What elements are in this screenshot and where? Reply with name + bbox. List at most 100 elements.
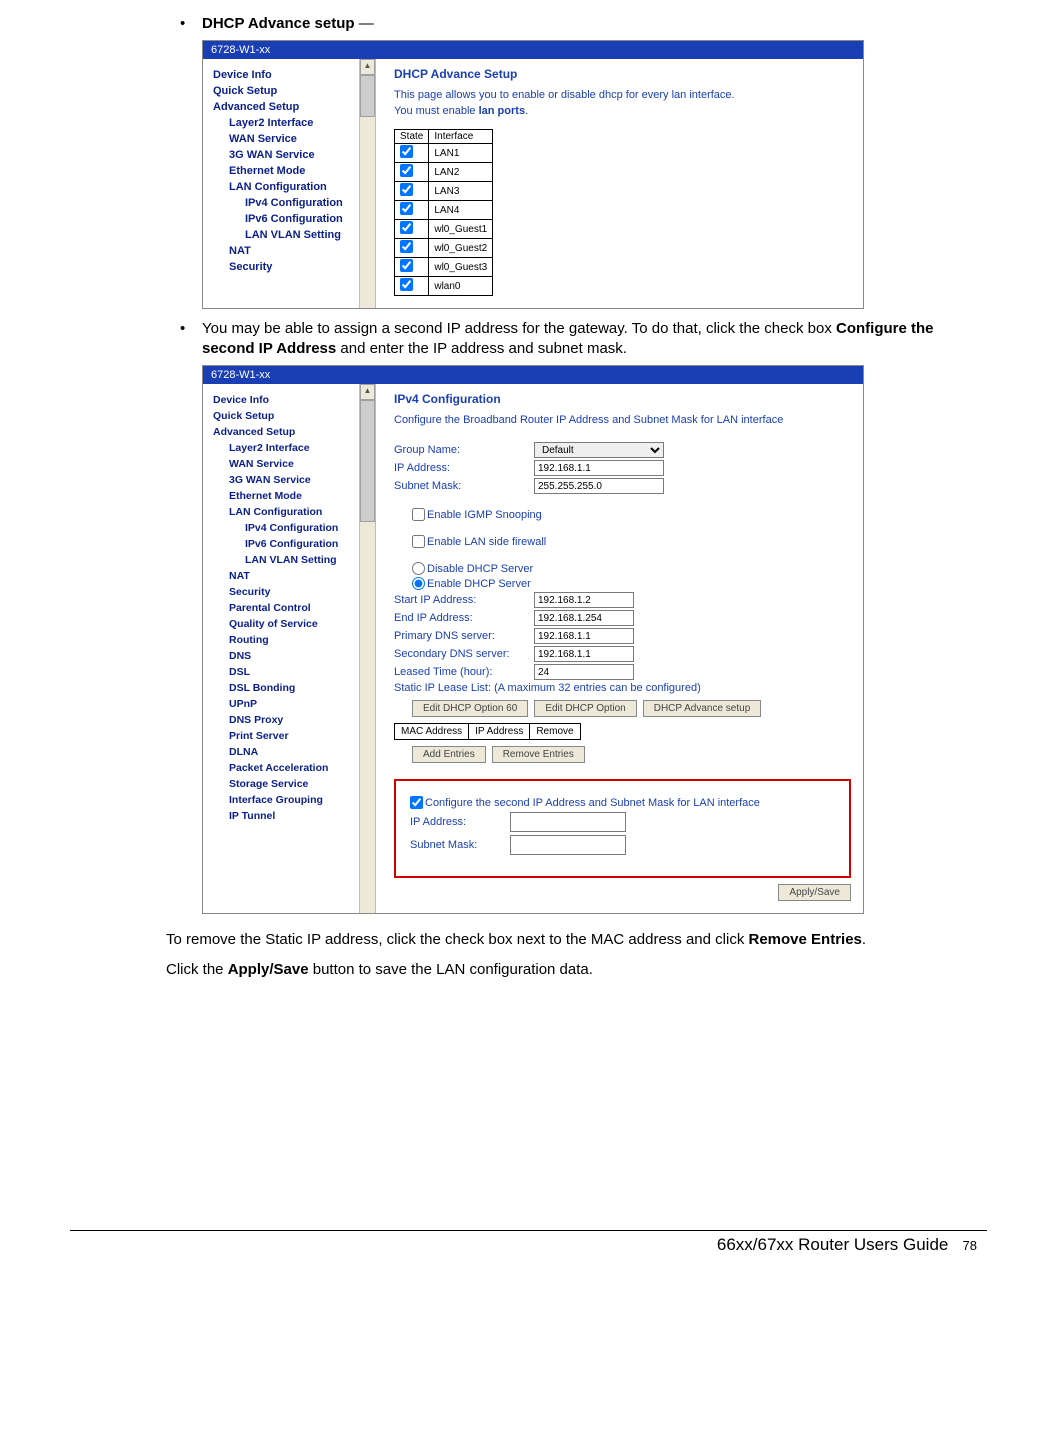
nav-item[interactable]: Layer2 Interface (207, 440, 375, 456)
sdns-input[interactable] (534, 646, 634, 662)
nav-item[interactable]: Quick Setup (207, 83, 375, 99)
mask2-input[interactable] (510, 835, 626, 855)
iface-name: wlan0 (429, 277, 493, 296)
nav-item[interactable]: LAN Configuration (207, 179, 375, 195)
group-name-select[interactable]: Default (534, 442, 664, 458)
nav-item[interactable]: IP Tunnel (207, 808, 375, 824)
scrollbar[interactable]: ▲ (359, 384, 375, 913)
add-entries-button[interactable]: Add Entries (412, 746, 486, 763)
nav-item[interactable]: IPv6 Configuration (207, 536, 375, 552)
apply-save-button[interactable]: Apply/Save (778, 884, 851, 901)
nav-item[interactable]: NAT (207, 243, 375, 259)
nav-item[interactable]: Security (207, 259, 375, 275)
nav-item[interactable]: IPv4 Configuration (207, 195, 375, 211)
nav-item[interactable]: Quick Setup (207, 408, 375, 424)
dhcp-enable-label: Enable DHCP Server (427, 578, 531, 590)
nav-item[interactable]: Storage Service (207, 776, 375, 792)
nav-item[interactable]: Device Info (207, 392, 375, 408)
iface-name: wl0_Guest1 (429, 220, 493, 239)
nav-item[interactable]: NAT (207, 568, 375, 584)
nav-item[interactable]: Layer2 Interface (207, 115, 375, 131)
end-ip-input[interactable] (534, 610, 634, 626)
nav-item[interactable]: Device Info (207, 67, 375, 83)
nav-item[interactable]: Ethernet Mode (207, 163, 375, 179)
lanfw-checkbox[interactable] (412, 535, 425, 548)
table-row: LAN2 (395, 163, 493, 182)
nav-item[interactable]: LAN VLAN Setting (207, 552, 375, 568)
iface-checkbox[interactable] (400, 221, 413, 234)
nav-item[interactable]: DLNA (207, 744, 375, 760)
table-row: LAN3 (395, 182, 493, 201)
dhcp-disable-radio[interactable] (412, 562, 425, 575)
nav-sidebar: Device InfoQuick SetupAdvanced SetupLaye… (203, 59, 376, 308)
nav-item[interactable]: DSL (207, 664, 375, 680)
remove-entries-button[interactable]: Remove Entries (492, 746, 585, 763)
iface-checkbox[interactable] (400, 240, 413, 253)
nav-item[interactable]: Ethernet Mode (207, 488, 375, 504)
nav-item[interactable]: Advanced Setup (207, 99, 375, 115)
nav-item[interactable]: Security (207, 584, 375, 600)
dhcp-enable-radio[interactable] (412, 577, 425, 590)
edit-opt60-button[interactable]: Edit DHCP Option 60 (412, 700, 528, 717)
dhcp-advance-button[interactable]: DHCP Advance setup (643, 700, 762, 717)
scroll-up-icon[interactable]: ▲ (360, 384, 375, 400)
nav-item[interactable]: Packet Acceleration (207, 760, 375, 776)
nav-item[interactable]: UPnP (207, 696, 375, 712)
nav-item[interactable]: WAN Service (207, 131, 375, 147)
nav-item[interactable]: DSL Bonding (207, 680, 375, 696)
window-titlebar: 6728-W1-xx (203, 41, 863, 59)
pdns-input[interactable] (534, 628, 634, 644)
para-apply: Click the Apply/Save button to save the … (166, 960, 987, 980)
lease-input[interactable] (534, 664, 634, 680)
table-row: wl0_Guest3 (395, 258, 493, 277)
nav-item[interactable]: IPv4 Configuration (207, 520, 375, 536)
second-ip-box: Configure the second IP Address and Subn… (394, 779, 851, 878)
nav-item[interactable]: DNS Proxy (207, 712, 375, 728)
iface-checkbox[interactable] (400, 164, 413, 177)
nav-item[interactable]: Parental Control (207, 600, 375, 616)
nav-item[interactable]: Interface Grouping (207, 792, 375, 808)
nav-item[interactable]: IPv6 Configuration (207, 211, 375, 227)
mac-table: MAC Address IP Address Remove (394, 723, 581, 740)
nav-item[interactable]: Quality of Service (207, 616, 375, 632)
nav-item[interactable]: Print Server (207, 728, 375, 744)
nav-item[interactable]: 3G WAN Service (207, 472, 375, 488)
nav-item[interactable]: LAN Configuration (207, 504, 375, 520)
nav-item[interactable]: LAN VLAN Setting (207, 227, 375, 243)
nav-sidebar: Device InfoQuick SetupAdvanced SetupLaye… (203, 384, 376, 913)
bullet-dot-icon: • (180, 14, 202, 34)
lease-label: Leased Time (hour): (394, 666, 534, 678)
pdns-label: Primary DNS server: (394, 630, 534, 642)
iface-checkbox[interactable] (400, 202, 413, 215)
table-row: LAN1 (395, 144, 493, 163)
table-row: wl0_Guest1 (395, 220, 493, 239)
start-ip-input[interactable] (534, 592, 634, 608)
mask2-label: Subnet Mask: (410, 839, 510, 851)
ip-input[interactable] (534, 460, 664, 476)
mask-label: Subnet Mask: (394, 480, 534, 492)
edit-opt-button[interactable]: Edit DHCP Option (534, 700, 636, 717)
scroll-thumb[interactable] (360, 400, 375, 522)
iface-checkbox[interactable] (400, 278, 413, 291)
igmp-checkbox[interactable] (412, 508, 425, 521)
nav-item[interactable]: WAN Service (207, 456, 375, 472)
iface-checkbox[interactable] (400, 183, 413, 196)
scroll-thumb[interactable] (360, 75, 375, 117)
iface-checkbox[interactable] (400, 145, 413, 158)
second-ip-checkbox[interactable] (410, 796, 423, 809)
group-name-label: Group Name: (394, 444, 534, 456)
table-row: wl0_Guest2 (395, 239, 493, 258)
screenshot-dhcp-advance: 6728-W1-xx Device InfoQuick SetupAdvance… (202, 40, 864, 309)
iface-checkbox[interactable] (400, 259, 413, 272)
scrollbar[interactable]: ▲ (359, 59, 375, 308)
nav-item[interactable]: Advanced Setup (207, 424, 375, 440)
bullet-2-tail: and enter the IP address and subnet mask… (336, 340, 627, 357)
para-remove: To remove the Static IP address, click t… (166, 930, 987, 950)
nav-item[interactable]: 3G WAN Service (207, 147, 375, 163)
ip2-input[interactable] (510, 812, 626, 832)
nav-item[interactable]: Routing (207, 632, 375, 648)
scroll-up-icon[interactable]: ▲ (360, 59, 375, 75)
mask-input[interactable] (534, 478, 664, 494)
nav-item[interactable]: DNS (207, 648, 375, 664)
window-titlebar: 6728-W1-xx (203, 366, 863, 384)
